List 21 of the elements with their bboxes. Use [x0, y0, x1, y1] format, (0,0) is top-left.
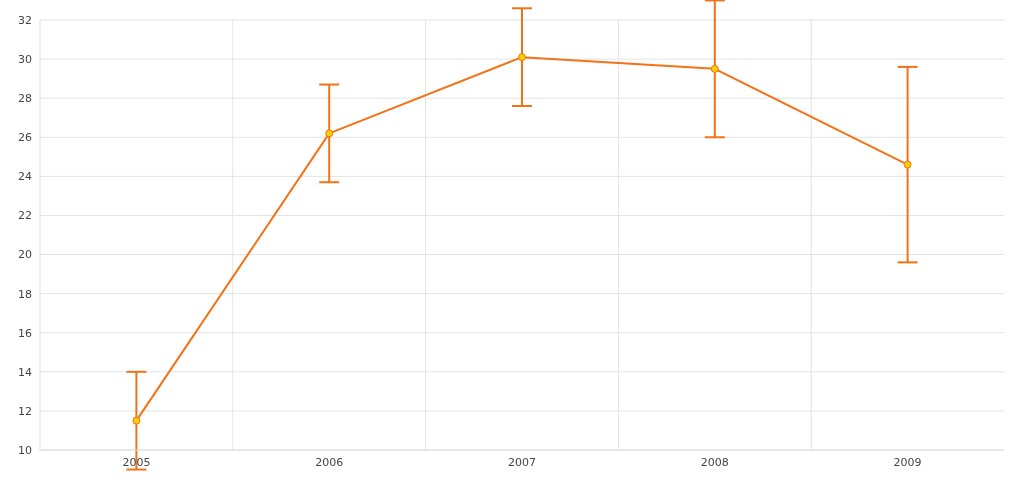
point	[903, 160, 912, 169]
y-tick-label: 28	[18, 92, 32, 106]
y-tick-label: 20	[18, 248, 32, 262]
point	[325, 129, 334, 138]
point	[132, 416, 141, 425]
x-tick-label: 2006	[315, 455, 344, 469]
y-tick-label: 22	[18, 209, 32, 223]
x-tick-label: 2009	[893, 455, 922, 469]
y-tick-label: 10	[18, 443, 32, 457]
y-tick-label: 18	[18, 287, 32, 301]
y-tick-label: 32	[18, 13, 32, 27]
y-tick-label: 14	[18, 365, 32, 379]
x-tick-label: 2007	[508, 455, 536, 469]
point	[518, 53, 526, 62]
y-tick-label: 12	[18, 404, 32, 418]
y-tick-label: 30	[18, 53, 32, 66]
y-tick-label: 26	[18, 131, 32, 145]
y-tick-label: 16	[18, 326, 32, 340]
y-tick-label: 24	[18, 170, 32, 184]
x-tick-label: 2008	[700, 455, 729, 469]
point	[710, 64, 719, 73]
